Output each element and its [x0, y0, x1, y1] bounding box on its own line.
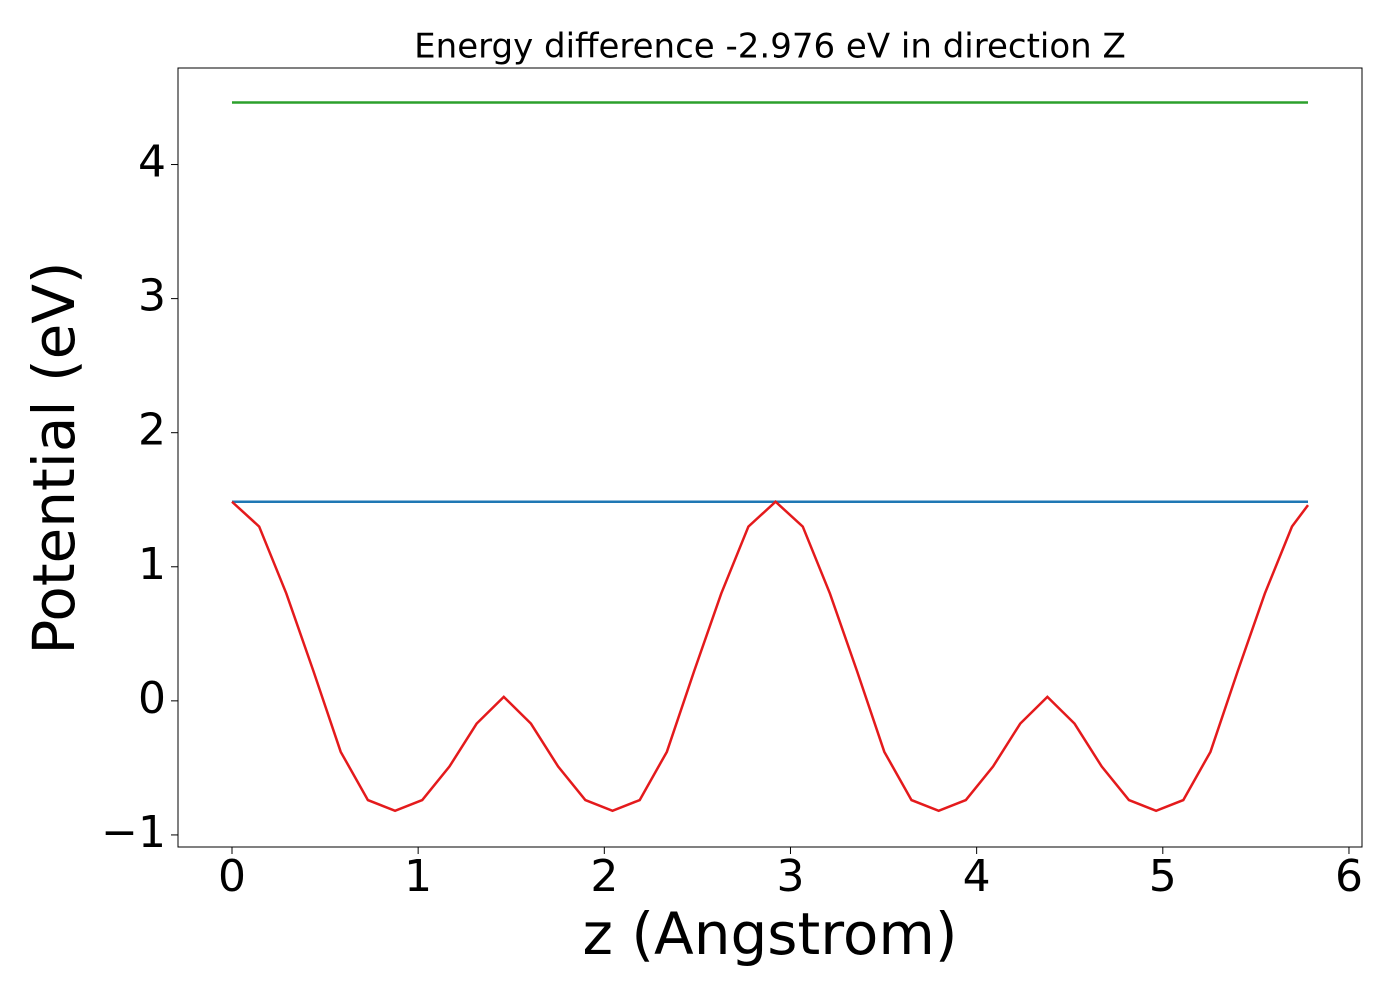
- x-tick-label: 6: [1335, 851, 1363, 902]
- y-tick-label: 2: [138, 405, 166, 456]
- y-tick-label: −1: [101, 807, 166, 858]
- y-tick-label: 0: [138, 673, 166, 724]
- x-tick-label: 0: [218, 851, 246, 902]
- x-tick-label: 3: [776, 851, 804, 902]
- x-tick-label: 2: [590, 851, 618, 902]
- x-tick-label: 5: [1149, 851, 1177, 902]
- x-tick-label: 1: [404, 851, 432, 902]
- series-line: [231, 500, 1310, 813]
- y-tick-label: 4: [138, 137, 166, 188]
- x-tick-label: 4: [963, 851, 991, 902]
- y-tick-label: 1: [138, 539, 166, 590]
- y-axis-label: Potential (eV): [20, 261, 88, 654]
- y-tick-label: 3: [138, 271, 166, 322]
- x-axis-label: z (Angstrom): [583, 900, 958, 968]
- plot-frame: [177, 67, 1363, 848]
- chart-title: Energy difference -2.976 eV in direction…: [414, 27, 1126, 67]
